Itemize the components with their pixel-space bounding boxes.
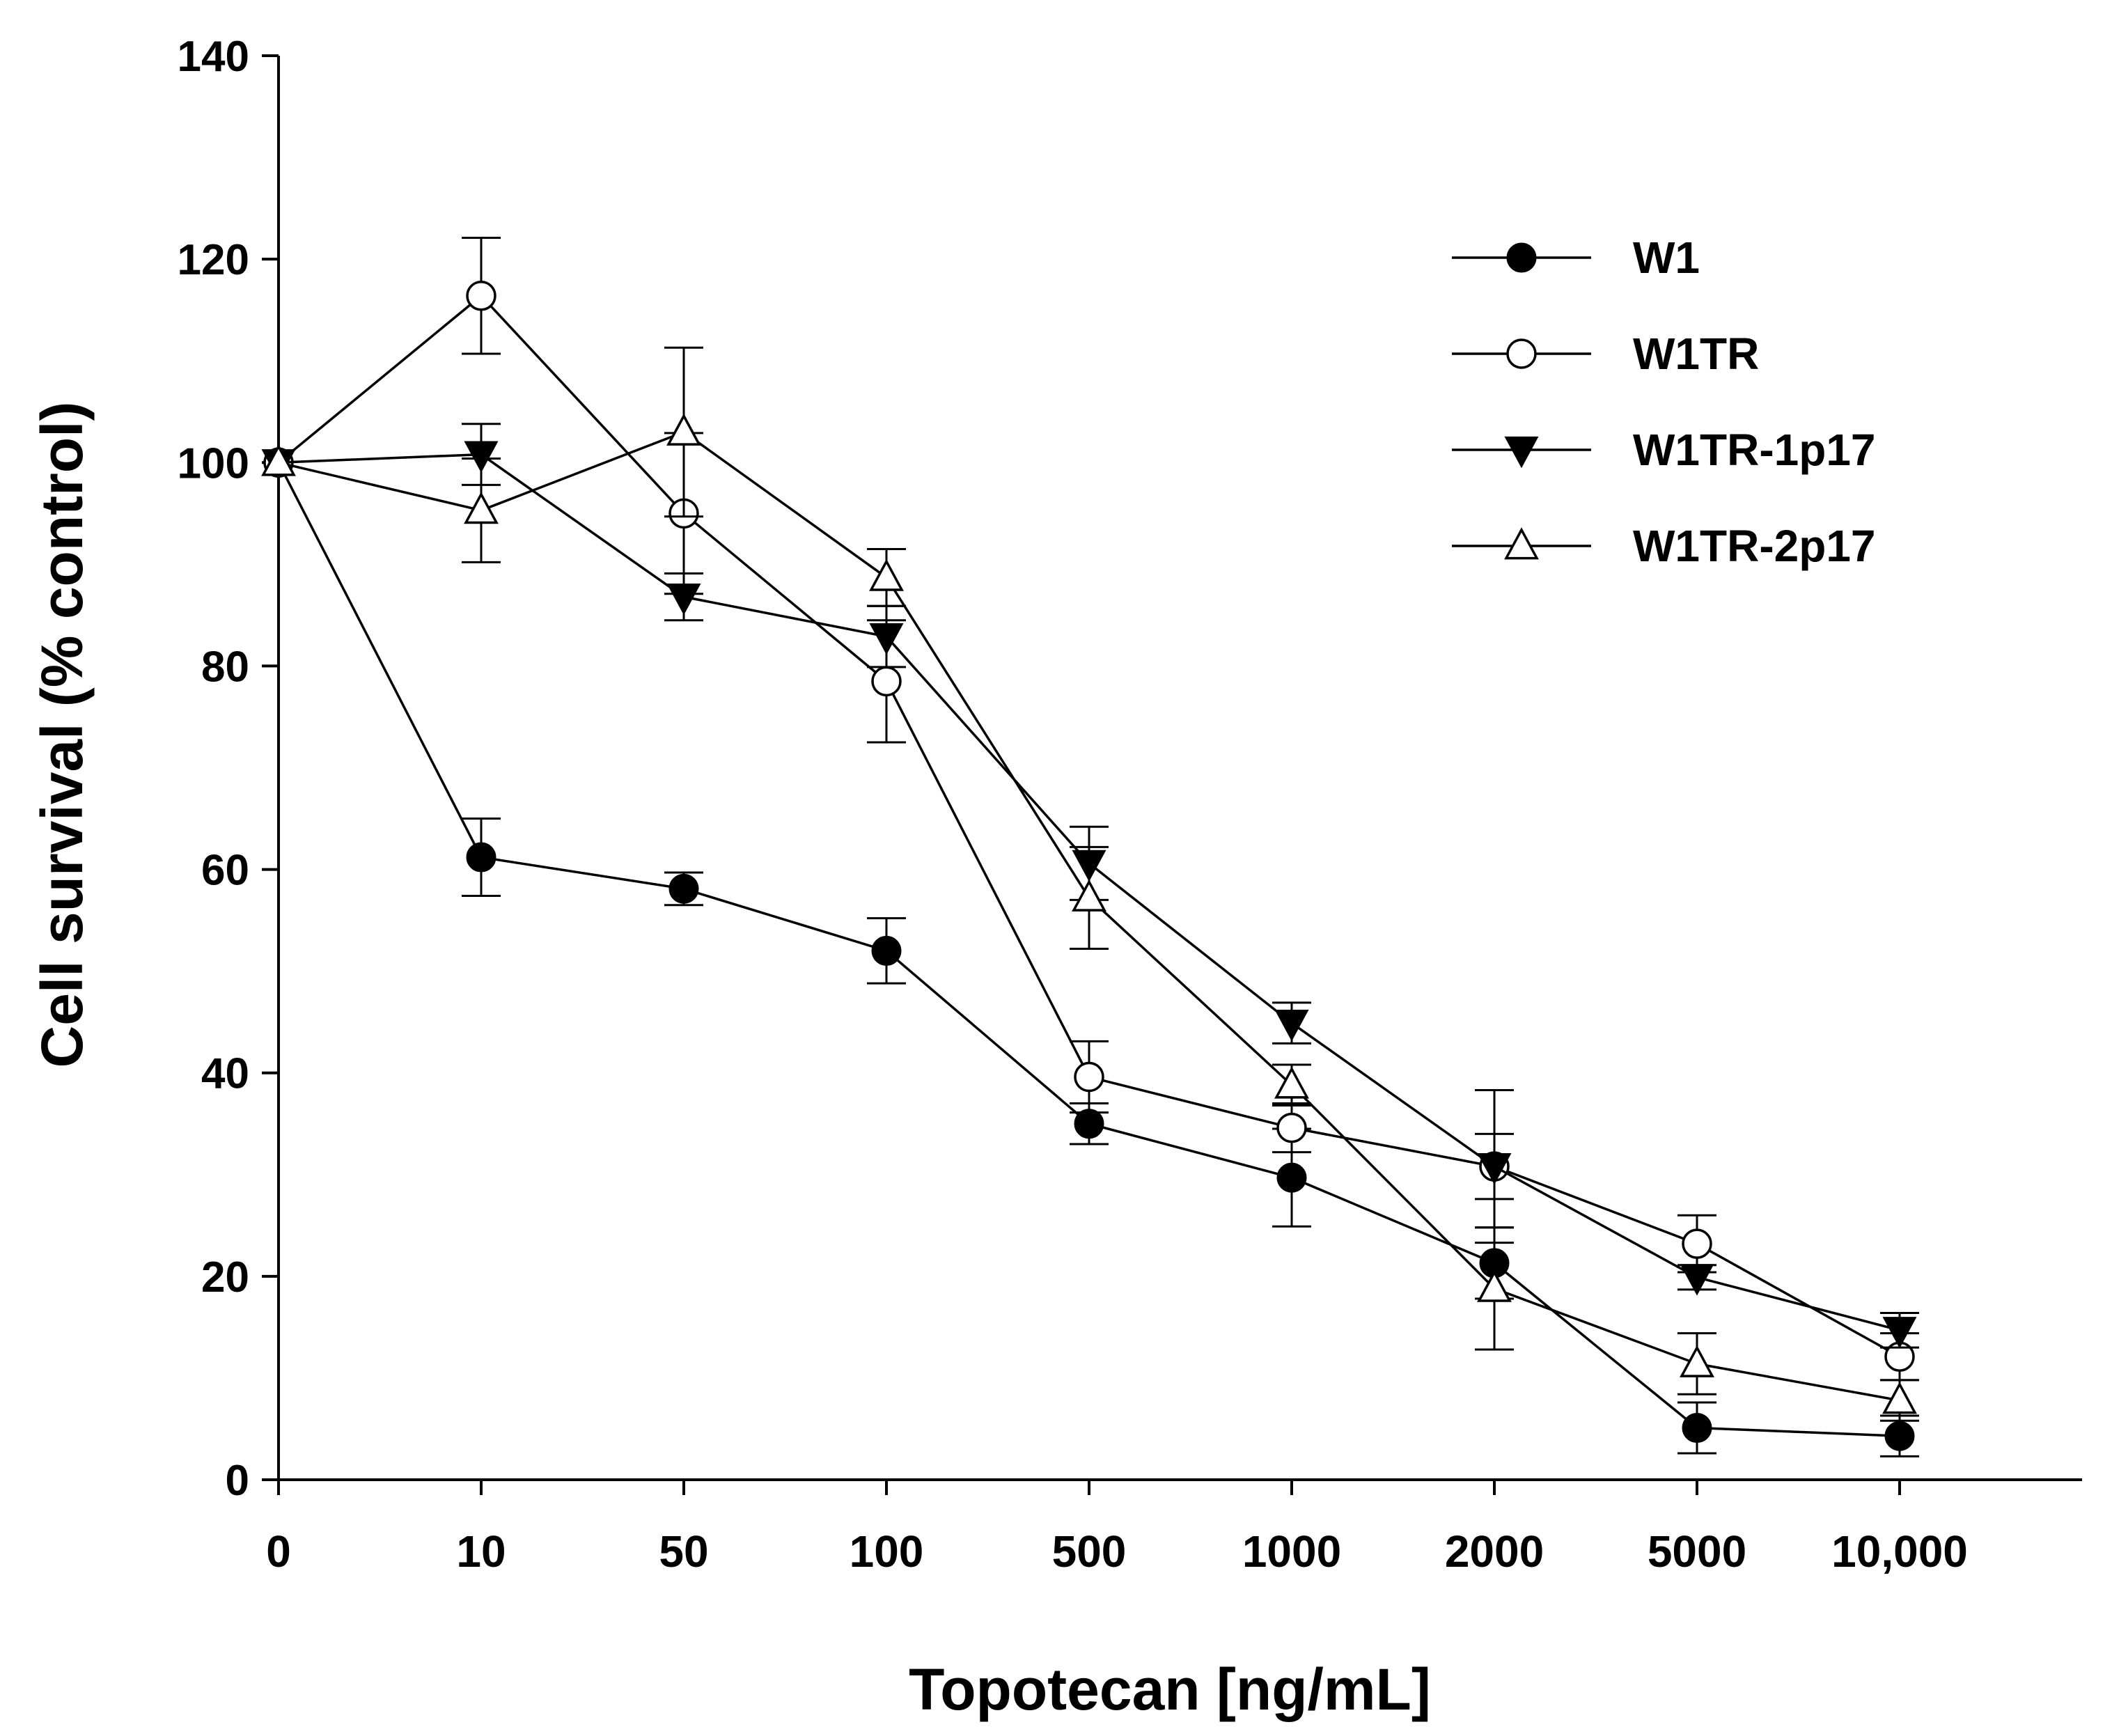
data-point bbox=[666, 584, 701, 616]
x-tick-label: 5000 bbox=[1648, 1526, 1746, 1577]
data-point bbox=[1074, 1109, 1104, 1139]
legend-item-w1tr: W1TR bbox=[1452, 329, 1759, 379]
x-tick-label: 50 bbox=[659, 1526, 708, 1577]
data-point bbox=[666, 413, 701, 446]
x-tick-label: 10 bbox=[456, 1526, 506, 1577]
data-point bbox=[1477, 1269, 1512, 1302]
legend-marker bbox=[1504, 436, 1539, 469]
data-point bbox=[871, 935, 902, 966]
y-tick-label: 40 bbox=[201, 1050, 249, 1098]
y-tick-label: 140 bbox=[178, 33, 249, 81]
data-point bbox=[1680, 1345, 1714, 1377]
data-point bbox=[1882, 1382, 1917, 1414]
data-point bbox=[1682, 1228, 1712, 1259]
series-w1tr bbox=[263, 236, 1919, 1382]
data-point bbox=[1682, 1413, 1712, 1444]
legend-item-w1tr-1p17: W1TR-1p17 bbox=[1452, 425, 1876, 475]
data-point bbox=[466, 842, 496, 873]
x-tick-label: 100 bbox=[850, 1526, 924, 1577]
data-point bbox=[1680, 1264, 1714, 1296]
y-tick-label: 120 bbox=[178, 236, 249, 284]
series-layer bbox=[261, 236, 1919, 1457]
data-point bbox=[1274, 1066, 1309, 1099]
data-point bbox=[1276, 1162, 1307, 1193]
data-point bbox=[466, 280, 496, 311]
data-point bbox=[1274, 1010, 1309, 1042]
x-axis-title: Topotecan [ng/mL] bbox=[909, 1657, 1431, 1722]
data-point bbox=[464, 441, 499, 473]
x-tick-label: 2000 bbox=[1445, 1526, 1544, 1577]
legend-label: W1TR-1p17 bbox=[1633, 425, 1876, 475]
y-tick-label: 100 bbox=[178, 439, 249, 487]
legend-marker bbox=[1504, 527, 1539, 560]
legend-item-w1tr-2p17: W1TR-2p17 bbox=[1452, 521, 1876, 571]
y-axis-title: Cell survival (% control) bbox=[29, 402, 95, 1068]
data-point bbox=[869, 558, 904, 591]
x-tick-label: 0 bbox=[266, 1526, 291, 1577]
y-tick-label: 0 bbox=[226, 1457, 249, 1505]
data-point bbox=[871, 666, 902, 697]
series-w1tr-2p17 bbox=[261, 346, 1919, 1422]
legend-marker bbox=[1506, 338, 1537, 369]
series-w1 bbox=[263, 447, 1919, 1457]
data-point bbox=[1074, 1061, 1104, 1093]
data-point bbox=[1477, 1153, 1512, 1185]
data-point bbox=[869, 623, 904, 655]
data-point bbox=[1882, 1317, 1917, 1349]
x-tick-label: 10,000 bbox=[1831, 1526, 1968, 1577]
legend-item-w1: W1 bbox=[1452, 233, 1700, 283]
legend-label: W1TR bbox=[1633, 329, 1759, 379]
data-point bbox=[1072, 879, 1106, 912]
legend-label: W1TR-2p17 bbox=[1633, 521, 1876, 571]
y-tick-label: 20 bbox=[201, 1253, 249, 1301]
data-point bbox=[668, 873, 699, 904]
axes: 0 20 40 60 80 100 120 140 0 10 50 100 500 1000 2000 500… bbox=[178, 33, 2082, 1577]
x-tick-label: 500 bbox=[1052, 1526, 1127, 1577]
y-tick-label: 60 bbox=[201, 847, 249, 895]
data-point bbox=[261, 444, 296, 476]
legend: W1 W1TR W1TR-1p17 W1TR-2p17 bbox=[1452, 233, 1876, 571]
data-point bbox=[1884, 1421, 1915, 1451]
legend-label: W1 bbox=[1633, 233, 1700, 283]
x-tick-label: 1000 bbox=[1242, 1526, 1341, 1577]
data-point bbox=[464, 492, 499, 524]
legend-marker bbox=[1506, 242, 1537, 273]
data-point bbox=[1276, 1112, 1307, 1143]
y-tick-label: 80 bbox=[201, 643, 249, 691]
